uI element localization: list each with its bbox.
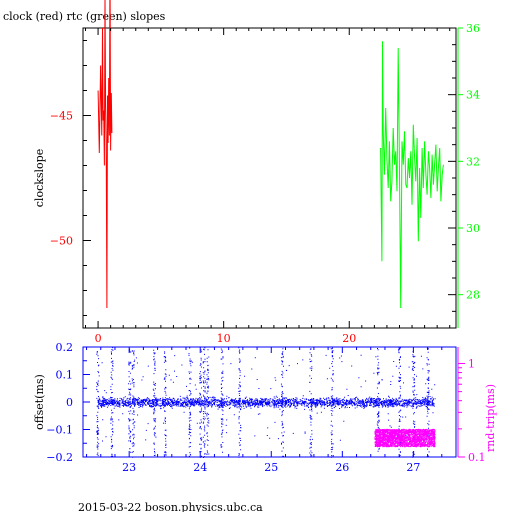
x-tick-label: 27 <box>406 461 420 474</box>
slopes-plot-area <box>97 0 444 309</box>
x-tick-label: 26 <box>335 461 349 474</box>
x-tick-label: 23 <box>122 461 136 474</box>
y-right-tick-label: 0.1 <box>468 451 486 464</box>
slopes-y-label: clockslope <box>33 149 46 207</box>
rnd-trip-y-label: rnd-trip(ms) <box>484 384 497 452</box>
y-right-tick-label: 28 <box>466 289 480 302</box>
x-tick-label: 25 <box>264 461 278 474</box>
x-tick-label: 0 <box>95 332 102 345</box>
y-left-tick-label: −0.1 <box>46 424 73 437</box>
footer-text: 2015-03-22 boson.physics.ubc.ca <box>78 501 263 512</box>
offset-series-points <box>96 347 436 458</box>
y-right-tick-label: 30 <box>466 222 480 235</box>
x-tick-label: 24 <box>193 461 207 474</box>
y-right-tick-label: 32 <box>466 155 480 168</box>
y-left-tick-label: −0.2 <box>46 451 73 464</box>
y-left-tick-label: −45 <box>50 110 73 123</box>
offset-axes: 23 24 25 26 27 0.2 0.1 0 −0.1 −0.2 1 0.1 <box>46 341 485 474</box>
rtc-series-line <box>380 41 444 309</box>
clock-series-line <box>97 0 113 309</box>
y-left-tick-label: 0 <box>66 396 73 409</box>
y-right-tick-label: 34 <box>466 89 480 102</box>
x-tick-label: 10 <box>217 332 231 345</box>
offset-plot-area <box>96 347 436 458</box>
y-right-tick-label: 1 <box>468 357 475 370</box>
y-right-tick-label: 36 <box>466 22 480 35</box>
x-tick-label: 20 <box>342 332 356 345</box>
y-left-tick-label: −50 <box>50 235 73 248</box>
rnd-trip-series-points <box>374 428 436 448</box>
y-left-tick-label: 0.2 <box>56 341 74 354</box>
chart-title: clock (red) rtc (green) slopes <box>3 10 166 23</box>
offset-y-label: offset(ms) <box>33 374 46 430</box>
offset-panel: 23 24 25 26 27 0.2 0.1 0 −0.1 −0.2 1 0.1 offset(ms)… <box>33 341 497 474</box>
y-left-tick-label: 0.1 <box>56 369 74 382</box>
